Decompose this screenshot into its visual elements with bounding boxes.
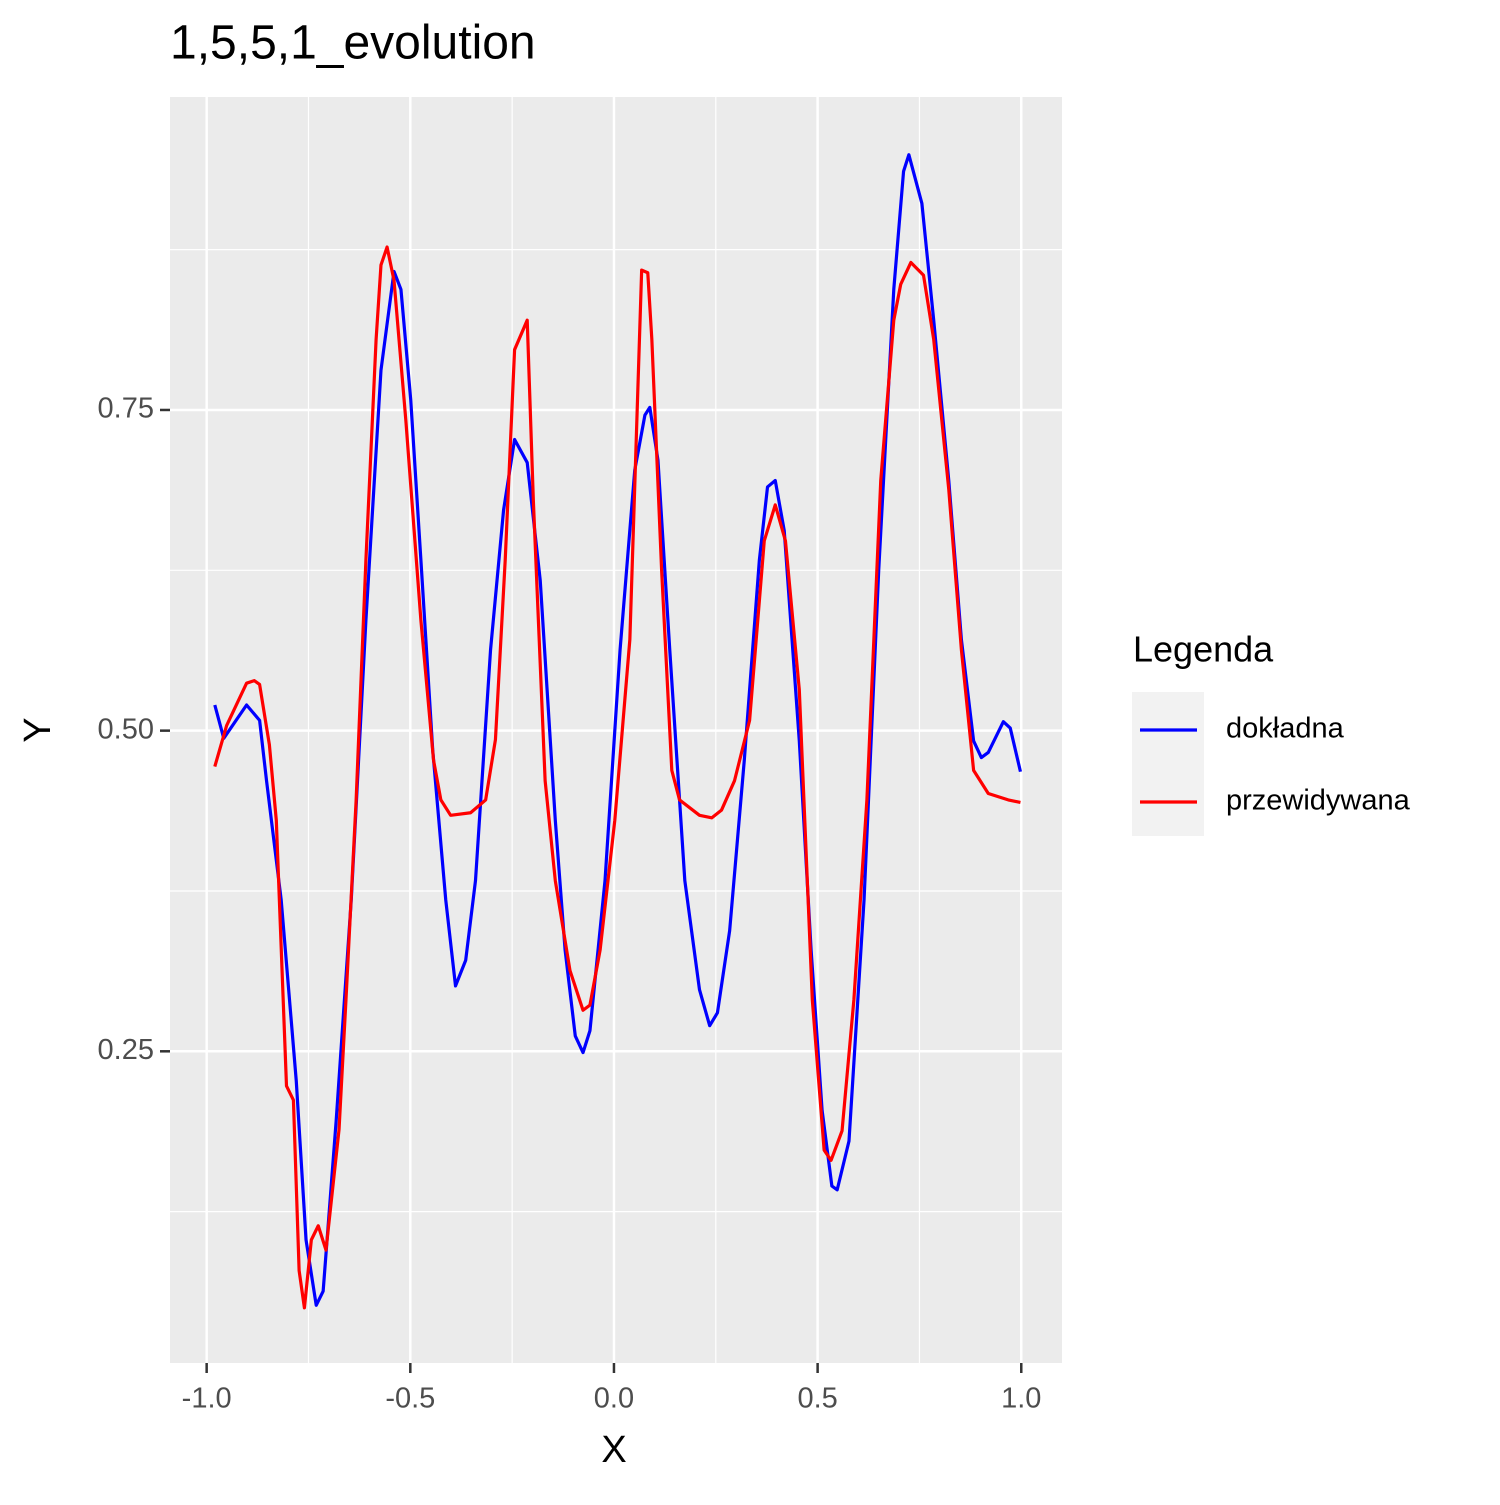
x-tick-label: 1.0: [1001, 1383, 1041, 1415]
y-tick-label: 0.25: [98, 1034, 154, 1066]
legend-label: dokładna: [1226, 713, 1345, 745]
lines: [213, 153, 1023, 1310]
x-tick-label: -0.5: [385, 1383, 435, 1415]
y-tick-label: 0.75: [98, 393, 154, 425]
legend-key-background: [1132, 692, 1204, 836]
x-axis-title: X: [601, 1429, 626, 1471]
legend-title: Legenda: [1133, 629, 1274, 670]
y-tick-label: 0.50: [98, 713, 154, 745]
x-tick-label: 0.5: [797, 1383, 837, 1415]
legend-label: przewidywana: [1226, 785, 1411, 817]
y-axis-title: Y: [17, 717, 59, 742]
data-line: [213, 245, 1021, 1310]
legend: dokładna przewidywana: [1132, 692, 1411, 836]
x-tick-label: -1.0: [182, 1383, 232, 1415]
x-tick-label: 0.0: [594, 1383, 634, 1415]
chart-title: 1,5,5,1_evolution: [170, 17, 536, 70]
